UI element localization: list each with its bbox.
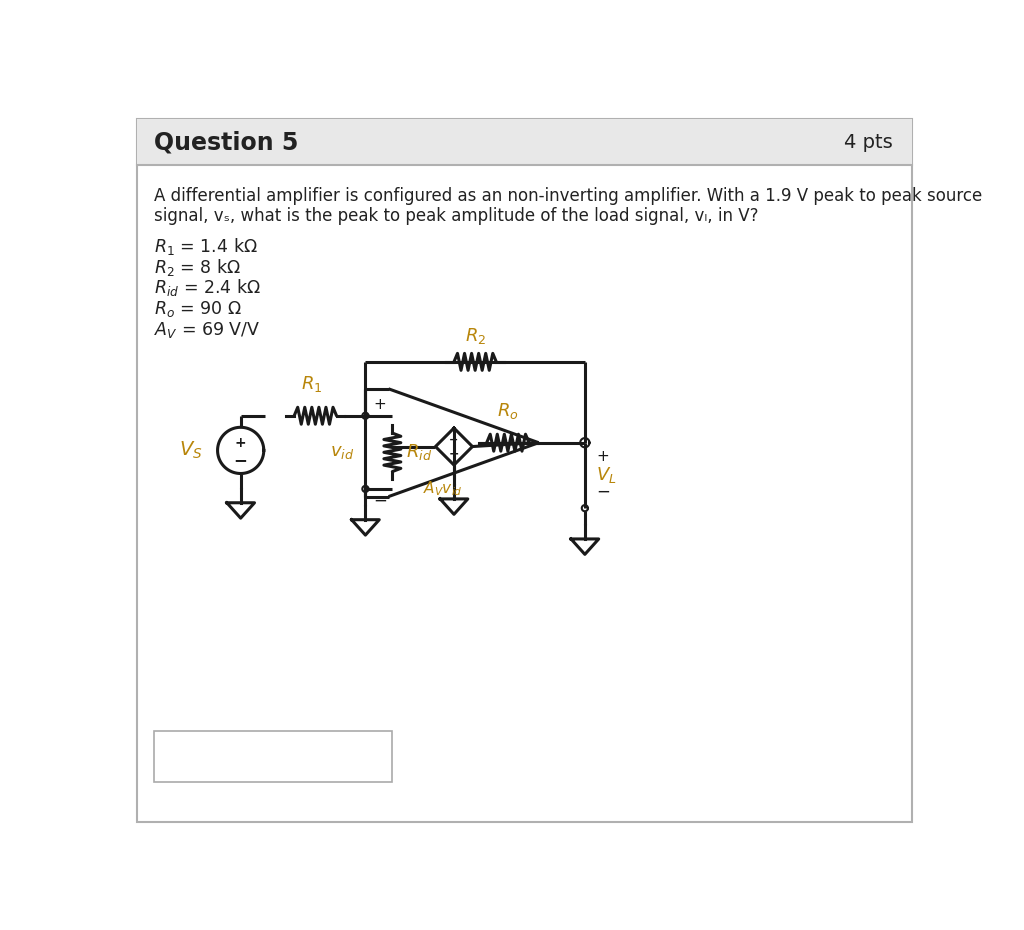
Text: +: +	[373, 397, 386, 412]
Text: −: −	[373, 491, 387, 510]
Text: $A_V$ = 69 V/V: $A_V$ = 69 V/V	[154, 320, 260, 339]
Bar	[154, 732, 392, 781]
Polygon shape	[362, 413, 369, 418]
Text: $v_{id}$: $v_{id}$	[330, 444, 354, 461]
Text: A differential amplifier is configured as an non-inverting amplifier. With a 1.9: A differential amplifier is configured a…	[154, 187, 982, 206]
Text: $R_2$ = 8 kΩ: $R_2$ = 8 kΩ	[154, 257, 241, 278]
Text: Question 5: Question 5	[154, 130, 298, 154]
Text: $R_1$: $R_1$	[301, 374, 323, 394]
Text: 4 pts: 4 pts	[844, 133, 893, 152]
Text: +: +	[596, 449, 609, 464]
Text: $R_o$ = 90 Ω: $R_o$ = 90 Ω	[154, 299, 242, 319]
Polygon shape	[582, 505, 588, 512]
Text: +: +	[450, 434, 459, 445]
Text: −: −	[449, 447, 459, 460]
Text: $A_V v_{id}$: $A_V v_{id}$	[423, 479, 462, 498]
Text: $R_2$: $R_2$	[465, 326, 485, 347]
Text: signal, vₛ, what is the peak to peak amplitude of the load signal, vₗ, in V?: signal, vₛ, what is the peak to peak amp…	[154, 206, 758, 224]
Text: −: −	[596, 483, 610, 500]
Text: $V_L$: $V_L$	[596, 465, 617, 485]
Text: −: −	[233, 451, 248, 469]
Text: $R_1$ = 1.4 kΩ: $R_1$ = 1.4 kΩ	[154, 236, 257, 257]
Polygon shape	[581, 439, 589, 446]
Text: $V_S$: $V_S$	[178, 440, 202, 461]
Text: $R_o$: $R_o$	[497, 401, 519, 421]
Polygon shape	[362, 485, 369, 492]
Polygon shape	[581, 438, 590, 447]
Text: +: +	[234, 435, 247, 450]
Text: $R_{id}$: $R_{id}$	[407, 443, 432, 462]
Text: $R_{id}$ = 2.4 kΩ: $R_{id}$ = 2.4 kΩ	[154, 277, 261, 299]
Bar	[137, 119, 912, 166]
